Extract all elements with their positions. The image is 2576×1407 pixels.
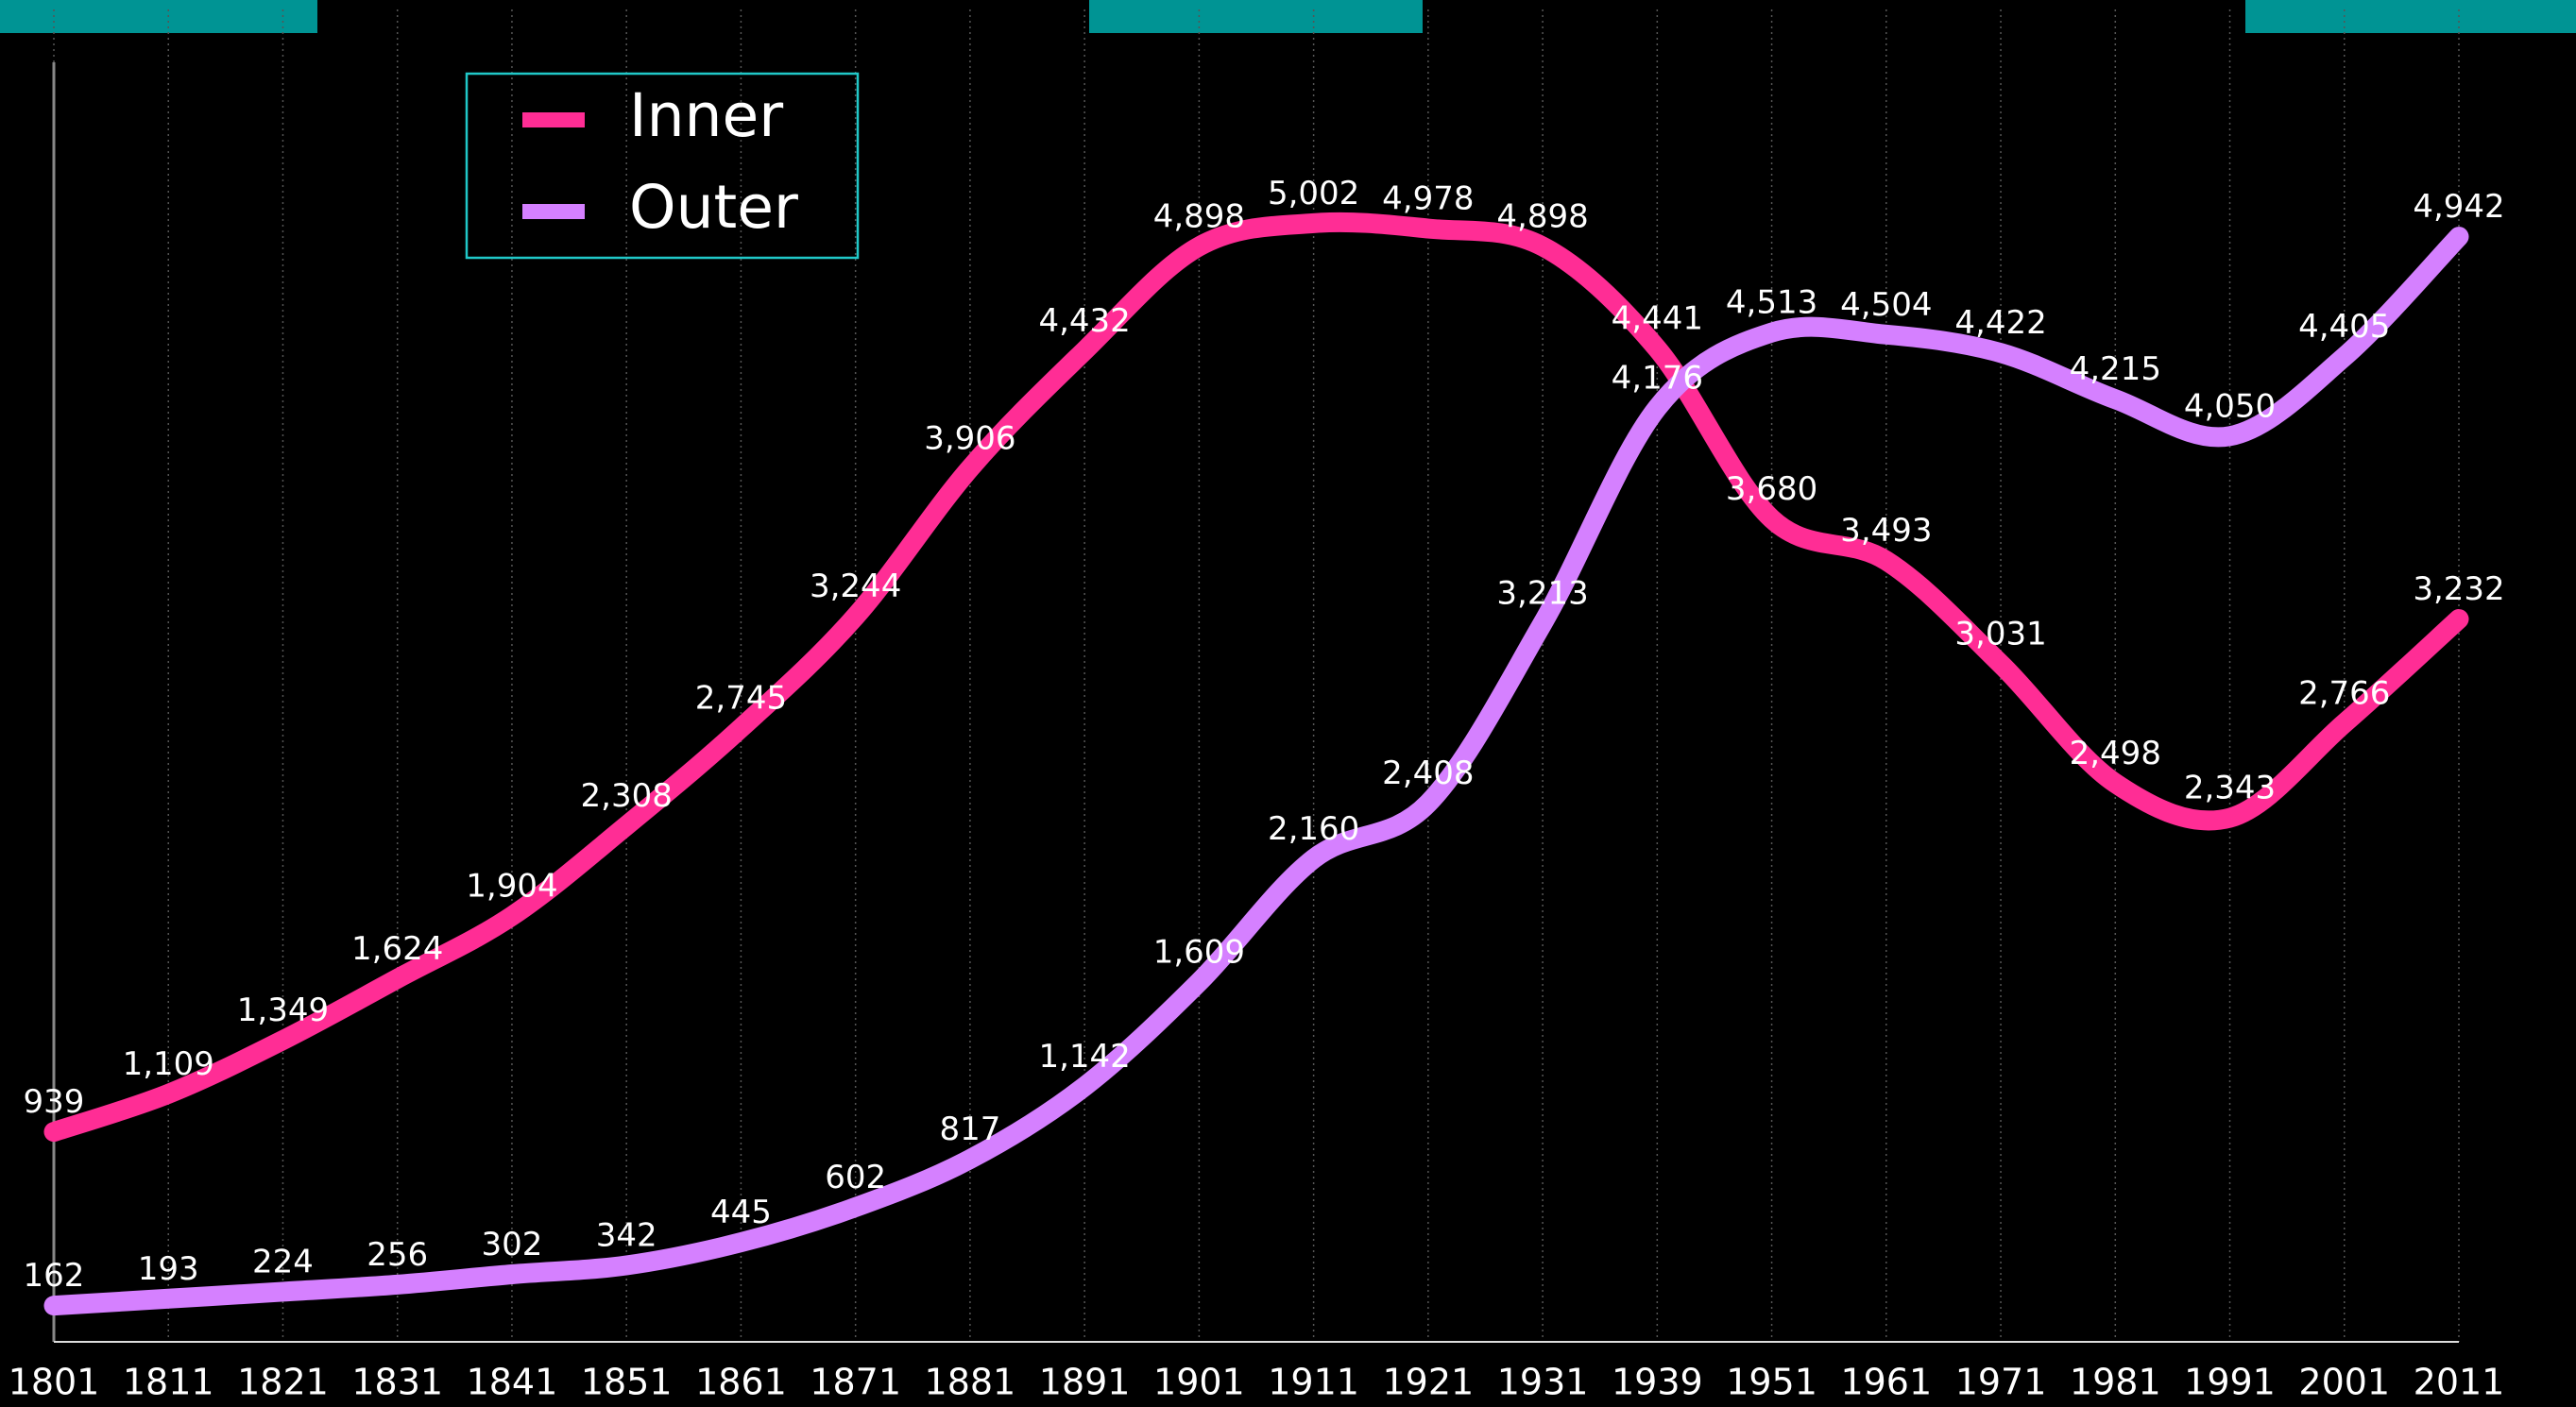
data-label: 3,232 [2413,570,2504,608]
x-tick-label: 1901 [1153,1362,1245,1403]
data-label: 4,942 [2413,188,2504,226]
data-label: 4,441 [1612,300,1703,338]
data-label: 4,405 [2298,308,2390,346]
data-label: 3,493 [1840,512,1932,550]
x-tick-label: 2001 [2298,1362,2390,1403]
x-tick-label: 1939 [1612,1362,1703,1403]
x-tick-label: 1961 [1840,1362,1932,1403]
legend-label: Inner [629,81,783,150]
x-tick-label: 1921 [1382,1362,1474,1403]
series-line [43,212,2469,1143]
data-label: 1,624 [351,930,443,968]
data-label: 4,898 [1496,197,1588,235]
data-label: 2,160 [1268,810,1359,848]
series-line [43,227,2469,1316]
x-tick-label: 1881 [925,1362,1016,1403]
data-label: 162 [24,1257,85,1295]
x-tick-label: 1911 [1268,1362,1359,1403]
top-button[interactable] [1089,0,1423,33]
data-label: 2,745 [695,679,787,717]
data-label: 3,680 [1726,470,1817,508]
data-label: 817 [939,1110,1000,1148]
x-tick-label: 1871 [810,1362,901,1403]
data-label: 1,142 [1038,1038,1130,1076]
legend-box [465,72,860,260]
data-label: 5,002 [1268,175,1359,212]
data-label: 4,422 [1954,304,2046,342]
data-label: 2,343 [2184,770,2276,807]
data-label: 1,609 [1153,933,1245,971]
data-label: 939 [24,1083,85,1121]
x-tick-label: 1811 [123,1362,214,1403]
legend-label: Outer [629,173,798,242]
x-tick-label: 1981 [2070,1362,2161,1403]
x-tick-label: 1861 [695,1362,787,1403]
data-label: 302 [481,1226,542,1263]
x-tick-label: 1851 [581,1362,673,1403]
x-tick-label: 1991 [2184,1362,2276,1403]
x-tick-label: 1951 [1726,1362,1817,1403]
x-tick-label: 1841 [467,1362,558,1403]
data-label: 3,906 [924,419,1015,457]
data-label: 3,031 [1954,616,2046,653]
data-label: 602 [825,1159,886,1196]
data-label: 2,766 [2298,674,2390,712]
data-label: 445 [710,1194,772,1231]
x-tick-label: 1821 [237,1362,329,1403]
x-tick-label: 2011 [2414,1362,2505,1403]
top-button[interactable] [0,0,317,33]
data-label: 1,109 [123,1045,214,1083]
data-label: 2,498 [2070,735,2161,772]
data-label: 3,244 [810,568,901,605]
data-label: 1,904 [466,868,557,906]
x-tick-label: 1891 [1039,1362,1131,1403]
data-label: 193 [138,1250,199,1288]
data-label: 342 [596,1217,657,1255]
data-label: 4,050 [2184,387,2276,425]
data-label: 4,432 [1038,302,1130,340]
x-tick-label: 1801 [9,1362,100,1403]
data-label: 256 [367,1236,428,1274]
data-label: 4,215 [2070,350,2161,388]
x-tick-label: 1971 [1955,1362,2047,1403]
data-label: 4,176 [1612,359,1703,397]
data-label: 4,898 [1153,197,1245,235]
data-label: 4,978 [1382,180,1474,218]
data-label: 1,349 [237,992,329,1029]
data-label: 2,308 [581,777,673,815]
data-label: 2,408 [1382,754,1474,792]
data-label: 4,504 [1840,286,1932,324]
x-tick-label: 1931 [1497,1362,1589,1403]
data-label: 4,513 [1726,284,1817,322]
data-label: 224 [252,1243,314,1280]
top-button[interactable] [2245,0,2576,33]
data-label: 3,213 [1496,575,1588,613]
x-tick-label: 1831 [351,1362,443,1403]
